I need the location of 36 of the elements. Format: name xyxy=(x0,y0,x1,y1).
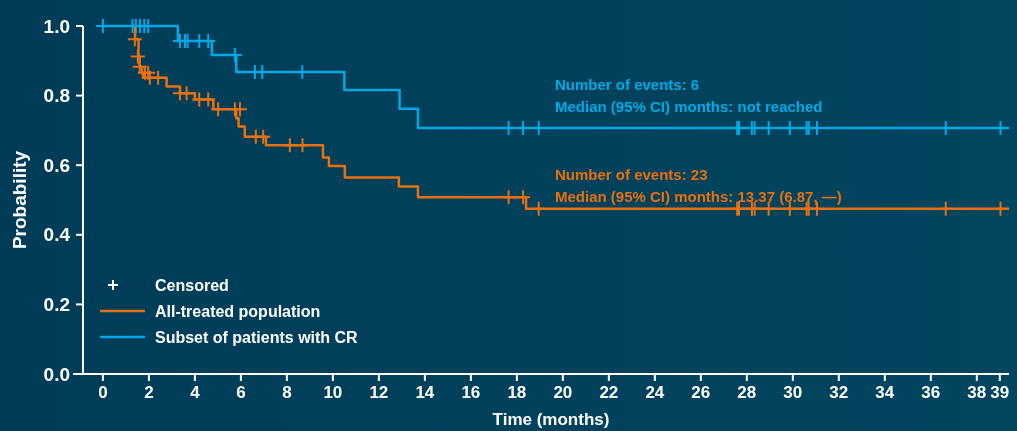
x-tick-label: 32 xyxy=(829,383,849,402)
x-tick-label: 24 xyxy=(645,383,665,402)
x-tick-label: 20 xyxy=(553,383,573,402)
x-tick-label: 18 xyxy=(507,383,527,402)
x-tick-label: 14 xyxy=(415,383,435,402)
x-tick-label: 34 xyxy=(875,383,895,402)
y-tick-label: 0.2 xyxy=(43,294,70,316)
x-tick-label: 16 xyxy=(461,383,481,402)
x-tick-label: 12 xyxy=(369,383,389,402)
y-tick-label: 1.0 xyxy=(43,15,70,37)
x-axis-title: Time (months) xyxy=(492,410,610,429)
x-tick-label: 22 xyxy=(599,383,619,402)
y-tick-label: 0.4 xyxy=(43,224,71,246)
x-tick-label: 8 xyxy=(282,383,292,402)
x-tick-label: 39 xyxy=(990,383,1010,402)
annotation: Number of events: 23 xyxy=(555,166,708,183)
y-axis-title: Probability xyxy=(9,150,30,250)
x-tick-label: 36 xyxy=(921,383,941,402)
y-tick-label: 0.8 xyxy=(43,85,70,107)
x-tick-label: 2 xyxy=(144,383,154,402)
x-tick-label: 26 xyxy=(691,383,711,402)
x-tick-label: 0 xyxy=(98,383,108,402)
x-tick-label: 10 xyxy=(323,383,343,402)
x-tick-label: 30 xyxy=(783,383,803,402)
legend-label: Subset of patients with CR xyxy=(155,328,359,346)
x-tick-label: 28 xyxy=(737,383,757,402)
x-tick-label: 4 xyxy=(190,383,201,402)
annotation: Median (95% CI) months: 13.37 (6.87, —) xyxy=(555,188,842,205)
annotation: Number of events: 6 xyxy=(555,76,700,93)
annotation: Censored xyxy=(155,276,229,294)
y-tick-label: 0.6 xyxy=(43,154,70,176)
legend-label: All-treated population xyxy=(155,302,321,320)
y-tick-label: 0.0 xyxy=(43,363,70,385)
x-tick-label: 38 xyxy=(967,383,987,402)
x-tick-label: 6 xyxy=(236,383,246,402)
annotation: Median (95% CI) months: not reached xyxy=(555,98,823,115)
